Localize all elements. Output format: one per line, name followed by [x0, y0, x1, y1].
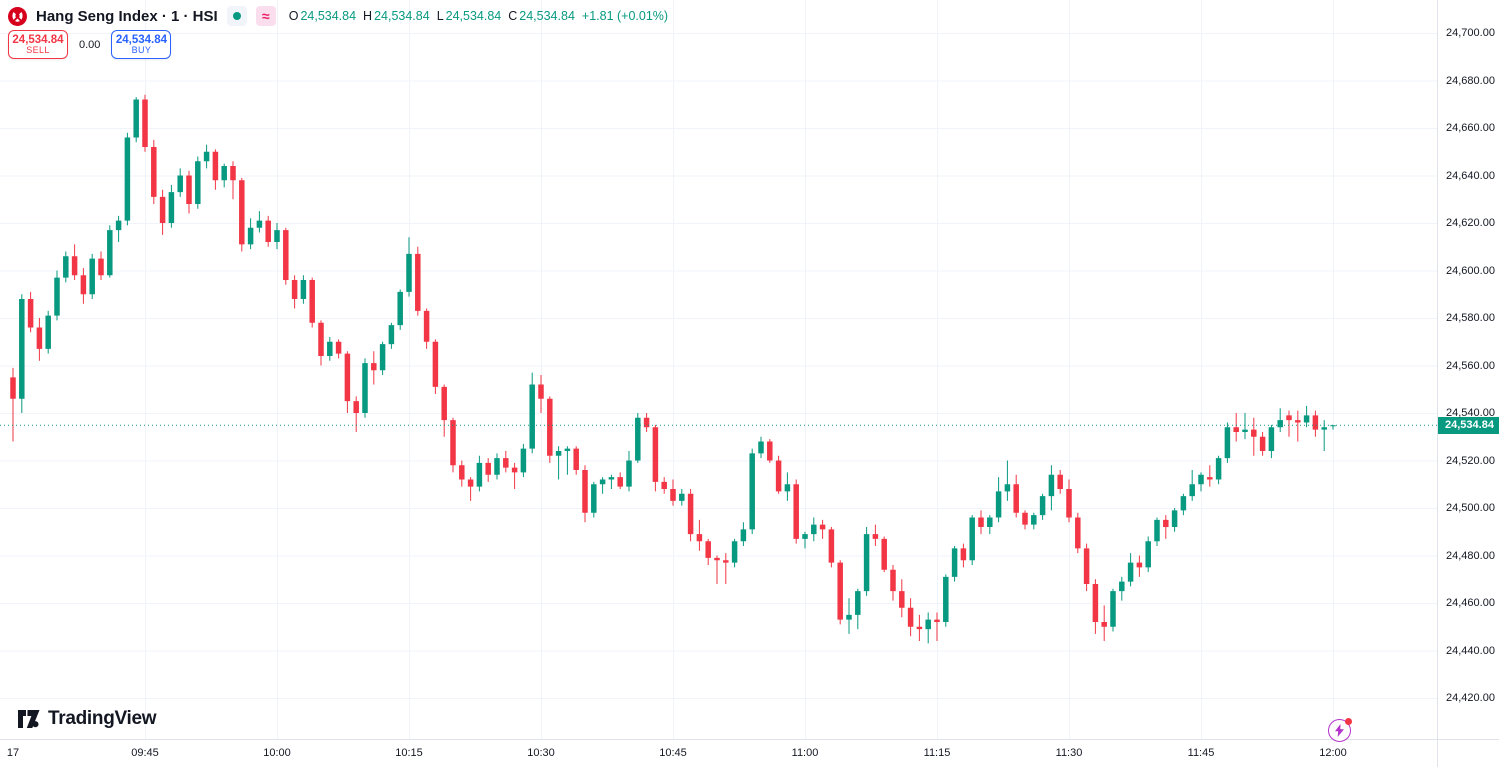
- approx-icon: ≈: [261, 8, 270, 24]
- price-axis-label: 24,620.00: [1446, 217, 1495, 229]
- time-axis-label: 12:00: [1319, 747, 1347, 759]
- price-axis-label: 24,540.00: [1446, 407, 1495, 419]
- open-label: O: [288, 9, 299, 23]
- price-axis-label: 24,660.00: [1446, 122, 1495, 134]
- price-axis-label: 24,440.00: [1446, 644, 1495, 657]
- low-label: L: [436, 9, 444, 23]
- price-axis-label: 24,480.00: [1446, 549, 1495, 562]
- price-axis-label: 24,600.00: [1446, 264, 1495, 277]
- close-label: C: [508, 9, 518, 23]
- time-axis-label: 10:45: [659, 747, 687, 759]
- time-axis-label: 10:30: [527, 747, 555, 759]
- buy-label: BUY: [131, 44, 152, 55]
- delayed-data-button[interactable]: ≈: [255, 6, 276, 26]
- hang-seng-logo-icon: [8, 6, 27, 26]
- time-axis-label: 10:00: [263, 747, 291, 759]
- trade-panel: 24,534.84 SELL 0.00 24,534.84 BUY: [8, 30, 172, 59]
- price-axis-label: 24,460.00: [1446, 597, 1495, 609]
- current-price-badge: 24,534.84: [1438, 416, 1499, 434]
- market-status-button[interactable]: [226, 6, 247, 26]
- price-axis-label: 24,520.00: [1446, 454, 1495, 467]
- close-value: 24,534.84: [519, 9, 575, 23]
- ohlc-readout: O 24,534.84 H 24,534.84 L 24,534.84 C 24…: [289, 9, 668, 23]
- price-axis-label: 24,580.00: [1446, 312, 1495, 324]
- time-axis-label: 11:45: [1187, 747, 1215, 759]
- open-value: 24,534.84: [300, 9, 357, 23]
- time-axis-label: 09:45: [131, 747, 159, 759]
- high-label: H: [363, 9, 373, 23]
- price-axis-label: 24,560.00: [1446, 359, 1495, 372]
- tradingview-logo[interactable]: TradingView: [18, 708, 157, 730]
- tradingview-glyph-icon: [18, 710, 40, 728]
- sell-button[interactable]: 24,534.84 SELL: [8, 30, 68, 59]
- time-axis-label: 11:30: [1055, 747, 1083, 759]
- time-axis[interactable]: 17 09:45 10:00 10:15 10:30 10:45 11:00 11:15 11:…: [0, 739, 1437, 767]
- buy-button[interactable]: 24,534.84 BUY: [111, 30, 172, 59]
- sell-label: SELL: [26, 44, 50, 55]
- price-axis[interactable]: 24,534.84 24,700.00 24,680.00 24,660.00 24,…: [1437, 0, 1499, 739]
- price-axis-label: 24,640.00: [1446, 169, 1495, 182]
- tradingview-wordmark: TradingView: [48, 708, 157, 729]
- axis-corner: [1437, 739, 1499, 767]
- low-value: 24,534.84: [445, 9, 502, 23]
- buy-price: 24,534.84: [115, 33, 167, 46]
- notification-dot-icon: [1345, 718, 1352, 725]
- time-axis-label: 10:15: [395, 747, 423, 759]
- sell-price: 24,534.84: [12, 33, 64, 46]
- change-value: +1.81 (+0.01%): [581, 9, 669, 23]
- price-axis-label: 24,500.00: [1446, 502, 1495, 514]
- symbol-title[interactable]: Hang Seng Index · 1 · HSI: [36, 7, 218, 25]
- time-axis-label: 11:15: [923, 747, 951, 759]
- price-axis-label: 24,680.00: [1446, 74, 1495, 87]
- market-open-dot-icon: [232, 12, 241, 20]
- time-axis-label: 11:00: [791, 747, 819, 759]
- time-axis-label: 17: [6, 747, 20, 759]
- price-axis-label: 24,700.00: [1446, 27, 1495, 39]
- price-axis-label: 24,420.00: [1446, 692, 1495, 704]
- high-value: 24,534.84: [374, 9, 430, 23]
- chart-legend: Hang Seng Index · 1 · HSI ≈ O 24,534.84 …: [8, 6, 668, 26]
- spread-value: 0.00: [79, 38, 101, 51]
- candlestick-chart[interactable]: [0, 0, 1437, 739]
- lightning-icon: [1335, 724, 1344, 737]
- spark-button[interactable]: [1328, 718, 1352, 742]
